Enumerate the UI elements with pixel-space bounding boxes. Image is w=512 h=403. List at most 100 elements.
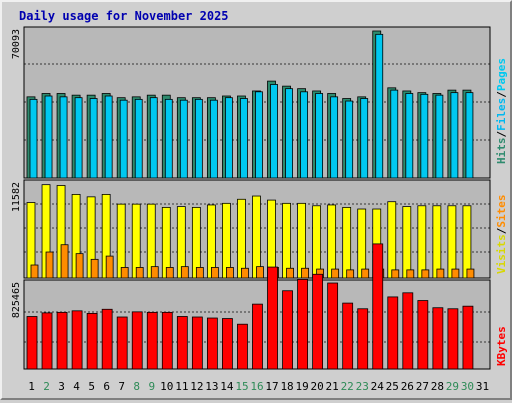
day-label-4: 4 <box>73 380 80 393</box>
bar-kbytes-day-20 <box>312 273 324 370</box>
day-label-30: 30 <box>461 380 474 393</box>
bar-sites-day-4 <box>75 253 84 279</box>
bar-files-day-13 <box>209 99 218 179</box>
bar-sites-day-9 <box>150 266 159 279</box>
day-label-10: 10 <box>160 380 173 393</box>
bar-kbytes-day-29 <box>447 308 459 370</box>
day-label-19: 19 <box>295 380 308 393</box>
bar-files-day-6 <box>104 95 113 179</box>
day-label-21: 21 <box>326 380 339 393</box>
bar-kbytes-day-25 <box>387 296 399 370</box>
bar-visits-day-8 <box>131 203 141 279</box>
legend-kbytes: KBytes <box>495 326 508 366</box>
bar-kbytes-day-12 <box>191 316 203 370</box>
bar-kbytes-day-26 <box>402 292 414 370</box>
bar-visits-day-20 <box>312 205 322 279</box>
legend-entry: / <box>495 131 508 138</box>
bar-kbytes-day-6 <box>101 308 113 370</box>
bar-kbytes-day-14 <box>222 318 233 370</box>
bar-files-day-14 <box>225 97 233 179</box>
chart-title: Daily usage for November 2025 <box>19 9 229 23</box>
bar-sites-day-28 <box>436 268 445 279</box>
bar-sites-day-21 <box>331 268 340 279</box>
bar-sites-day-7 <box>120 267 129 279</box>
bar-files-day-11 <box>179 99 188 179</box>
legend-entry: KBytes <box>495 326 508 366</box>
day-label-1: 1 <box>28 380 35 393</box>
bar-kbytes-day-15 <box>237 323 248 370</box>
legend-entry: Hits <box>495 138 508 165</box>
bar-kbytes-day-16 <box>252 303 263 370</box>
bar-sites-day-15 <box>241 267 249 279</box>
day-label-14: 14 <box>220 380 234 393</box>
day-label-23: 23 <box>356 380 369 393</box>
bar-kbytes-day-8 <box>131 311 143 370</box>
bar-visits-day-13 <box>206 204 216 279</box>
legend-visits-sites: Visits/Sites <box>495 195 508 275</box>
bar-sites-day-5 <box>90 258 99 279</box>
bar-sites-day-29 <box>451 268 460 279</box>
day-label-16: 16 <box>250 380 263 393</box>
legend-entry: Visits <box>495 234 508 274</box>
bar-files-day-29 <box>450 92 459 179</box>
bar-kbytes-day-22 <box>342 302 354 370</box>
day-label-9: 9 <box>148 380 155 393</box>
bar-files-day-18 <box>285 88 293 179</box>
bar-kbytes-day-1 <box>26 316 38 370</box>
legend-entry: / <box>495 227 508 234</box>
bar-visits-day-21 <box>327 204 337 279</box>
bar-files-day-3 <box>59 96 68 179</box>
bar-sites-day-3 <box>60 244 69 279</box>
day-label-12: 12 <box>190 380 203 393</box>
day-label-13: 13 <box>205 380 218 393</box>
bar-sites-day-8 <box>135 267 144 279</box>
bar-files-day-2 <box>44 95 53 179</box>
day-label-8: 8 <box>133 380 140 393</box>
ymax-label-hits-files-pages: 70093 <box>11 29 22 59</box>
bar-sites-day-10 <box>165 267 174 279</box>
bar-kbytes-day-30 <box>462 305 474 370</box>
bar-visits-day-22 <box>342 206 352 279</box>
bar-kbytes-day-7 <box>116 316 128 370</box>
bar-files-day-27 <box>420 93 429 179</box>
bar-files-day-30 <box>465 92 474 179</box>
bar-visits-day-28 <box>432 205 442 279</box>
bar-kbytes-day-21 <box>327 282 339 370</box>
bar-sites-day-23 <box>361 268 370 279</box>
bar-files-day-26 <box>405 93 414 179</box>
bar-kbytes-day-2 <box>41 312 53 370</box>
legend-entry: / <box>495 91 508 98</box>
bar-sites-day-1 <box>30 264 39 279</box>
bar-kbytes-day-24 <box>372 243 384 370</box>
day-label-18: 18 <box>280 380 293 393</box>
bar-kbytes-day-18 <box>282 290 293 370</box>
day-label-31: 31 <box>476 380 489 393</box>
bar-kbytes-day-4 <box>71 310 83 370</box>
bar-kbytes-day-11 <box>176 316 188 370</box>
usage-chart: Daily usage for November 2025 7009311582… <box>11 9 508 393</box>
legend-entry: Pages <box>495 58 508 91</box>
bar-visits-day-25 <box>387 201 397 279</box>
bar-visits-day-17 <box>267 199 276 279</box>
bar-sites-day-11 <box>180 266 189 279</box>
ymax-label-kbytes: 825465 <box>11 282 22 318</box>
bar-visits-day-18 <box>282 202 291 279</box>
bar-files-day-22 <box>345 100 354 179</box>
day-label-28: 28 <box>431 380 444 393</box>
bar-sites-day-18 <box>286 267 294 279</box>
day-label-17: 17 <box>265 380 278 393</box>
day-label-7: 7 <box>118 380 125 393</box>
bar-files-day-10 <box>164 98 173 179</box>
legend-hits-files-pages: Hits/Files/Pages <box>495 58 508 164</box>
day-label-22: 22 <box>341 380 354 393</box>
bar-files-day-16 <box>255 91 263 179</box>
bar-files-day-1 <box>29 98 38 179</box>
bar-visits-day-26 <box>402 206 412 279</box>
bar-visits-day-16 <box>252 195 261 279</box>
bar-files-day-24 <box>375 33 384 179</box>
bar-visits-day-27 <box>417 205 427 279</box>
bar-sites-day-26 <box>406 269 415 279</box>
bar-sites-day-14 <box>226 267 234 279</box>
bar-kbytes-day-23 <box>357 308 369 370</box>
bar-kbytes-day-3 <box>56 311 68 370</box>
